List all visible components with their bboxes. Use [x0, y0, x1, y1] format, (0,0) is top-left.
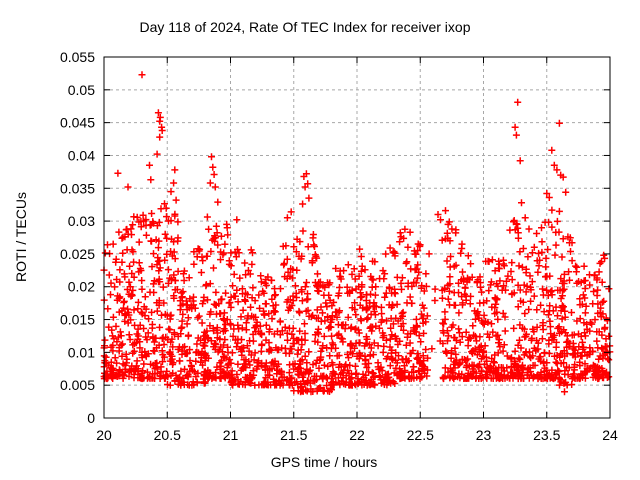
y-tick-label: 0.005: [60, 377, 95, 393]
y-tick-label: 0.025: [60, 246, 95, 262]
y-tick-label: 0.03: [68, 213, 95, 229]
data-points: [100, 71, 614, 396]
x-tick-label: 23.5: [533, 427, 560, 443]
x-tick-label: 21.5: [280, 427, 307, 443]
x-tick-label: 22.5: [407, 427, 434, 443]
x-tick-label: 23: [476, 427, 492, 443]
y-tick-label: 0.02: [68, 279, 95, 295]
x-axis-label: GPS time / hours: [270, 454, 378, 470]
x-tick-label: 24: [602, 427, 618, 443]
y-tick-label: 0.055: [60, 49, 95, 65]
y-tick-label: 0.015: [60, 312, 95, 328]
x-tick-label: 21: [223, 427, 239, 443]
y-tick-label: 0.04: [68, 147, 95, 163]
y-tick-label: 0.01: [68, 344, 95, 360]
x-tick-label: 20.5: [154, 427, 181, 443]
y-tick-label: 0.045: [60, 115, 95, 131]
y-tick-label: 0: [87, 410, 95, 426]
y-tick-label: 0.035: [60, 180, 95, 196]
chart-title: Day 118 of 2024, Rate Of TEC Index for r…: [139, 19, 471, 35]
x-tick-label: 22: [349, 427, 365, 443]
x-tick-label: 20: [96, 427, 112, 443]
y-tick-label: 0.05: [68, 82, 95, 98]
